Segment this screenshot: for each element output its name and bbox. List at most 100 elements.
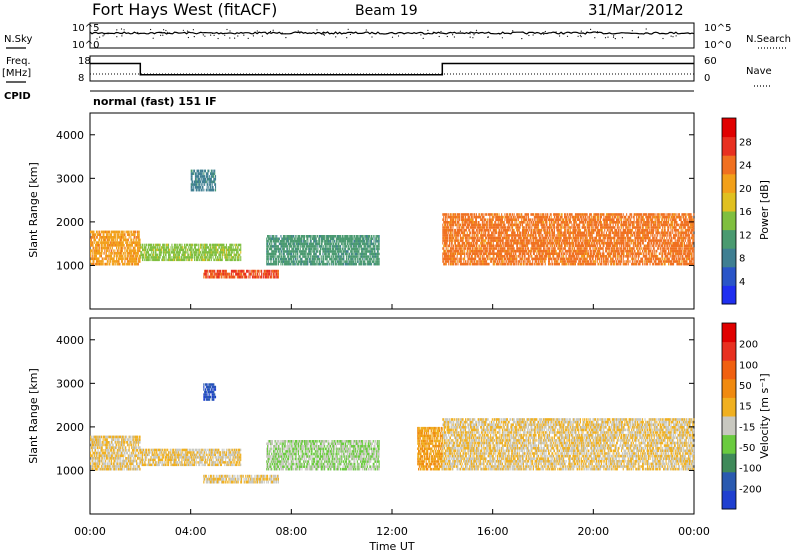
echo-cell: [496, 260, 498, 263]
echo-cell: [338, 242, 340, 246]
echo-cell: [322, 250, 324, 253]
echo-cell: [148, 248, 150, 252]
echo-cell: [120, 241, 122, 244]
nsearch-point: [499, 33, 501, 35]
echo-cell: [474, 239, 476, 242]
echo-cell: [277, 237, 279, 241]
echo-cell: [145, 258, 147, 262]
nsearch-point: [321, 33, 323, 35]
echo-cell: [323, 260, 325, 263]
echo-cell: [286, 250, 288, 253]
echo-cell: [277, 269, 279, 273]
echo-cell: [323, 250, 325, 253]
echo-cell: [517, 223, 519, 227]
echo-cell: [288, 260, 290, 263]
echo-cell: [231, 243, 233, 247]
echo-cell: [341, 247, 343, 251]
echo-cell: [272, 250, 274, 253]
echo-cell: [197, 175, 199, 178]
echo-cell: [284, 255, 286, 258]
echo-cell: [105, 249, 107, 253]
echo-cell: [134, 254, 136, 258]
echo-cell: [147, 256, 149, 259]
echo-cell: [90, 249, 92, 253]
echo-cell: [273, 247, 275, 251]
echo-cell: [293, 240, 295, 243]
echo-cell: [90, 238, 92, 242]
echo-cell: [147, 253, 149, 257]
echo-cell: [275, 242, 277, 246]
echo-cell: [313, 257, 315, 261]
echo-cell: [301, 252, 303, 256]
echo-cell: [294, 250, 296, 253]
echo-cell: [459, 241, 461, 245]
echo-cell: [168, 256, 170, 259]
echo-cell: [305, 257, 307, 261]
echo-cell: [127, 252, 129, 255]
echo-cell: [309, 237, 311, 241]
echo-cell: [240, 275, 242, 279]
echo-cell: [272, 245, 274, 248]
echo-cell: [467, 249, 469, 253]
echo-cell: [211, 180, 213, 184]
echo-cell: [93, 236, 95, 239]
echo-cell: [206, 177, 208, 181]
echo-cell: [218, 269, 220, 273]
echo-cell: [201, 180, 203, 184]
echo-cell: [313, 235, 315, 238]
echo-cell: [332, 245, 334, 248]
echo-cell: [136, 252, 138, 255]
echo-cell: [119, 249, 121, 253]
echo-cell: [270, 260, 272, 263]
echo-cell: [459, 213, 461, 216]
echo-cell: [545, 241, 547, 245]
echo-cell: [177, 246, 179, 249]
echo-cell: [242, 269, 244, 273]
echo-cell: [547, 213, 549, 216]
echo-cell: [288, 237, 290, 241]
echo-cell: [90, 249, 92, 253]
echo-cell: [127, 260, 129, 263]
echo-cell: [131, 249, 133, 253]
echo-cell: [201, 251, 203, 254]
echo-cell: [518, 255, 520, 258]
echo-cell: [314, 257, 316, 261]
echo-cell: [370, 255, 372, 258]
echo-cell: [178, 251, 180, 254]
echo-cell: [293, 252, 295, 256]
echo-cell: [315, 247, 317, 251]
echo-cell: [218, 275, 220, 279]
echo-cell: [316, 257, 318, 261]
nsearch-point: [475, 29, 478, 31]
echo-cell: [131, 244, 133, 247]
echo-cell: [481, 218, 483, 222]
echo-cell: [329, 237, 331, 241]
echo-cell: [102, 233, 104, 236]
echo-cell: [296, 235, 298, 238]
echo-cell: [553, 228, 555, 232]
echo-cell: [308, 257, 310, 261]
echo-cell: [165, 258, 167, 262]
echo-cell: [523, 257, 525, 261]
echo-cell: [140, 243, 142, 247]
echo-cell: [131, 252, 133, 255]
echo-cell: [169, 253, 171, 257]
echo-cell: [218, 258, 220, 262]
echo-cell: [313, 240, 315, 243]
echo-cell: [325, 257, 327, 261]
echo-cell: [326, 247, 328, 251]
echo-cell: [361, 257, 363, 261]
echo-cell: [110, 236, 112, 239]
echo-cell: [276, 262, 278, 266]
echo-cell: [326, 237, 328, 241]
echo-cell: [308, 252, 310, 256]
echo-cell: [229, 272, 231, 276]
nsearch-point: [169, 32, 171, 34]
echo-cell: [310, 242, 312, 246]
echo-cell: [298, 235, 300, 238]
echo-cell: [294, 257, 296, 261]
echo-cell: [377, 250, 379, 253]
echo-cell: [206, 172, 208, 176]
echo-cell: [194, 175, 196, 178]
echo-cell: [273, 262, 275, 266]
